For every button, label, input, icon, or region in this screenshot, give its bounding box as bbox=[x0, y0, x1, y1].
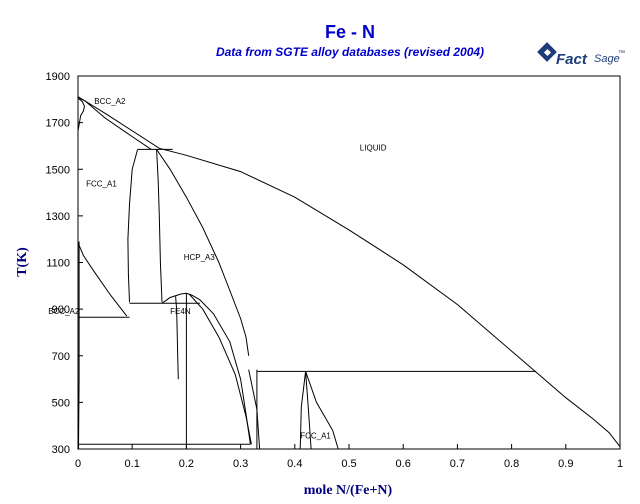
logo-emblem-icon bbox=[537, 42, 557, 62]
phase-boundary-fcc-hcp-right bbox=[156, 149, 163, 303]
phase-boundary-liquidus bbox=[77, 96, 621, 448]
x-tick-label: 0.4 bbox=[287, 458, 302, 470]
phase-boundary-fcc-high-n-left bbox=[299, 371, 307, 450]
chart-subtitle: Data from SGTE alloy databases (revised … bbox=[216, 45, 484, 59]
y-axis-label: T(K) bbox=[15, 247, 30, 277]
x-tick-label: 0.8 bbox=[504, 458, 519, 470]
phase-boundary-delta-loop-upper bbox=[77, 97, 86, 131]
phase-boundary-alpha-gamma-left bbox=[77, 242, 128, 317]
phase-boundary-eps-low-boundary bbox=[248, 369, 261, 450]
y-tick-label: 700 bbox=[52, 351, 70, 363]
phase-label: HCP_A3 bbox=[184, 253, 216, 262]
phase-boundary-fcc-hcp-left bbox=[127, 149, 139, 303]
factsage-logo: Fact Sage ™ bbox=[537, 42, 625, 68]
phase-boundary-fe4n-dome-left bbox=[161, 292, 251, 445]
phase-label: BCC_A2 bbox=[48, 307, 80, 316]
phase-label: FCC_A1 bbox=[300, 432, 331, 441]
x-tick-label: 0.3 bbox=[233, 458, 248, 470]
y-tick-label: 500 bbox=[52, 397, 70, 409]
x-tick-label: 0.7 bbox=[450, 458, 465, 470]
x-tick-label: 0 bbox=[75, 458, 81, 470]
phase-label: BCC_A2 bbox=[94, 97, 126, 106]
phase-boundary-hcp-liquid-right bbox=[156, 149, 250, 356]
x-axis-label: mole N/(Fe+N) bbox=[304, 483, 393, 498]
phase-boundary-fcc-solidus bbox=[84, 100, 152, 150]
x-tick-label: 0.9 bbox=[558, 458, 573, 470]
y-tick-label: 1100 bbox=[46, 258, 70, 270]
x-tick-label: 0.2 bbox=[179, 458, 194, 470]
y-axis-ticks: 300 500 700 900 1100 1300 1500 1700 1900 bbox=[46, 71, 83, 456]
x-tick-label: 0.5 bbox=[341, 458, 356, 470]
logo-text-sage: Sage bbox=[594, 53, 620, 65]
phase-labels: LIQUID BCC_A2 FCC_A1 HCP_A3 BCC_A2 FE4N FCC_A1 bbox=[48, 97, 386, 441]
phase-boundary-fcc-high-n-inner bbox=[305, 371, 312, 450]
phase-label: LIQUID bbox=[360, 144, 387, 153]
x-tick-label: 0.6 bbox=[396, 458, 411, 470]
logo-text-fact: Fact bbox=[556, 51, 588, 68]
phase-label: FE4N bbox=[170, 307, 191, 316]
phase-label: FCC_A1 bbox=[86, 180, 117, 189]
plot-area: LIQUID BCC_A2 FCC_A1 HCP_A3 BCC_A2 FE4N FCC_A1 bbox=[48, 75, 621, 450]
phase-boundary-fe4n-right-branch bbox=[188, 293, 252, 445]
phase-boundaries bbox=[77, 96, 621, 450]
y-tick-label: 1900 bbox=[46, 71, 70, 83]
chart-title: Fe - N bbox=[325, 22, 375, 42]
phase-boundary-fcc-high-n-right bbox=[305, 371, 339, 450]
y-tick-label: 1700 bbox=[46, 118, 70, 130]
y-tick-label: 1500 bbox=[46, 164, 70, 176]
plot-frame bbox=[77, 75, 621, 450]
phase-boundary-left-alpha-edge bbox=[78, 241, 80, 450]
x-tick-label: 0.1 bbox=[125, 458, 140, 470]
phase-boundary-delta-ferrite-liquid bbox=[77, 96, 85, 101]
y-tick-label: 900 bbox=[52, 304, 70, 316]
y-tick-label: 300 bbox=[52, 444, 70, 456]
x-axis-ticks: 0 0.1 0.2 0.3 0.4 0.5 0.6 0.7 0.8 0.9 1 bbox=[75, 444, 623, 470]
x-tick-label: 1 bbox=[617, 458, 623, 470]
logo-trademark: ™ bbox=[618, 50, 625, 57]
y-tick-label: 1300 bbox=[46, 211, 70, 223]
phase-boundary-fe4n-dome-inner bbox=[175, 296, 179, 380]
